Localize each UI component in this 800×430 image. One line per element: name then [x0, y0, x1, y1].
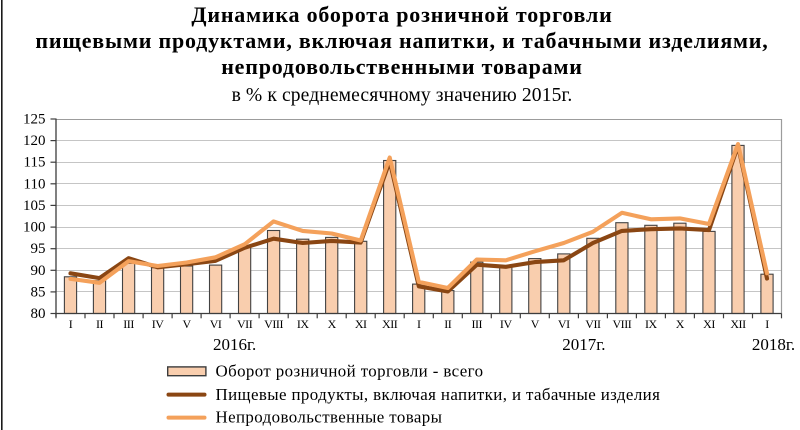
- svg-text:95: 95: [31, 241, 46, 257]
- svg-text:V: V: [182, 317, 191, 331]
- svg-text:IX: IX: [645, 317, 658, 331]
- svg-text:100: 100: [23, 220, 46, 236]
- svg-text:II: II: [444, 317, 452, 331]
- svg-text:Оборот розничной торговли - вс: Оборот розничной торговли - всего: [216, 361, 484, 380]
- svg-text:120: 120: [23, 133, 46, 149]
- svg-text:III: III: [123, 317, 134, 331]
- svg-text:X: X: [676, 317, 685, 331]
- svg-text:110: 110: [24, 176, 46, 192]
- svg-text:VIII: VIII: [612, 317, 631, 331]
- svg-text:XI: XI: [703, 317, 715, 331]
- svg-text:VIII: VIII: [264, 317, 283, 331]
- svg-text:IV: IV: [152, 317, 165, 331]
- svg-text:90: 90: [31, 263, 46, 279]
- svg-text:II: II: [96, 317, 104, 331]
- svg-text:I: I: [417, 317, 421, 331]
- svg-text:III: III: [471, 317, 482, 331]
- svg-text:115: 115: [24, 155, 46, 171]
- svg-text:Непродовольственные товары: Непродовольственные товары: [216, 408, 443, 427]
- svg-text:XII: XII: [382, 317, 398, 331]
- svg-text:Пищевые продукты, включая напи: Пищевые продукты, включая напитки, и таб…: [216, 385, 661, 404]
- svg-text:V: V: [531, 317, 540, 331]
- svg-text:VI: VI: [210, 317, 222, 331]
- svg-text:XI: XI: [355, 317, 367, 331]
- svg-text:IX: IX: [297, 317, 310, 331]
- svg-text:125: 125: [23, 112, 46, 128]
- svg-text:105: 105: [23, 198, 46, 214]
- svg-text:IV: IV: [500, 317, 513, 331]
- svg-text:85: 85: [31, 284, 46, 300]
- svg-text:80: 80: [31, 306, 46, 322]
- svg-text:I: I: [765, 317, 769, 331]
- svg-text:XII: XII: [730, 317, 746, 331]
- svg-text:I: I: [69, 317, 73, 331]
- svg-text:X: X: [328, 317, 337, 331]
- svg-text:2018г.: 2018г.: [752, 335, 795, 354]
- svg-text:VII: VII: [237, 317, 253, 331]
- svg-text:2017г.: 2017г.: [562, 335, 605, 354]
- svg-text:VI: VI: [558, 317, 570, 331]
- svg-text:VII: VII: [585, 317, 601, 331]
- svg-text:2016г.: 2016г.: [213, 335, 256, 354]
